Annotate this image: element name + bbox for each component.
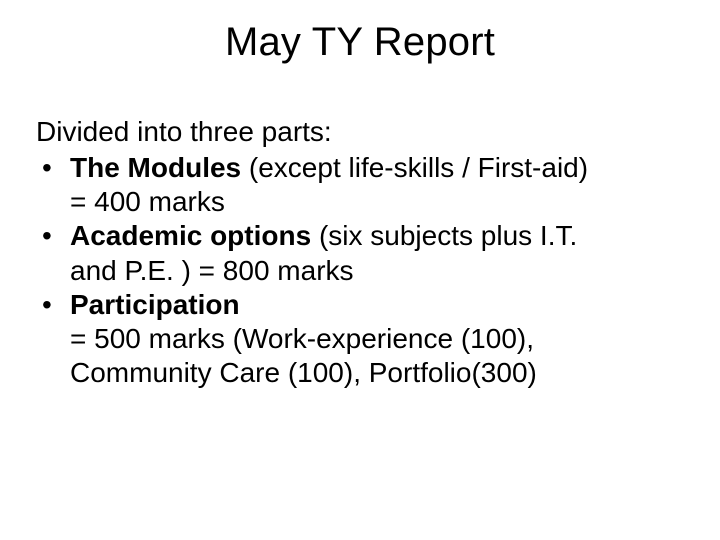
slide-body: Divided into three parts: The Modules (e… [36, 115, 684, 390]
bullet-item: The Modules (except life-skills / First-… [36, 151, 684, 219]
slide-title: May TY Report [0, 20, 720, 65]
bullet-bold: Participation [70, 289, 240, 320]
bullet-rest: (six subjects plus I.T. [311, 220, 577, 251]
bullet-line2: and P.E. ) = 800 marks [70, 254, 684, 288]
bullet-list: The Modules (except life-skills / First-… [36, 151, 684, 390]
bullet-bold: The Modules [70, 152, 241, 183]
bullet-item: Participation = 500 marks (Work-experien… [36, 288, 684, 390]
bullet-line3: Community Care (100), Portfolio(300) [70, 356, 684, 390]
bullet-rest: (except life-skills / First-aid) [241, 152, 588, 183]
intro-text: Divided into three parts: [36, 115, 684, 149]
bullet-line2: = 400 marks [70, 185, 684, 219]
bullet-line2: = 500 marks (Work-experience (100), [70, 322, 684, 356]
bullet-item: Academic options (six subjects plus I.T.… [36, 219, 684, 287]
bullet-bold: Academic options [70, 220, 311, 251]
slide: May TY Report Divided into three parts: … [0, 0, 720, 540]
